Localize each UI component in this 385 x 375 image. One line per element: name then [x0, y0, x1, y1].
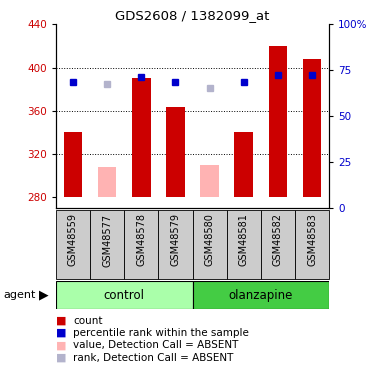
Text: ■: ■	[56, 316, 66, 326]
Bar	[132, 78, 151, 197]
Text: value, Detection Call = ABSENT: value, Detection Call = ABSENT	[73, 340, 239, 350]
Bar	[64, 132, 82, 197]
Bar	[98, 167, 117, 197]
Text: count: count	[73, 316, 103, 326]
Text: percentile rank within the sample: percentile rank within the sample	[73, 328, 249, 338]
Bar	[166, 106, 185, 197]
Text: GSM48579: GSM48579	[171, 213, 181, 267]
Text: ■: ■	[56, 340, 66, 350]
Bar	[90, 210, 124, 279]
Text: GSM48582: GSM48582	[273, 213, 283, 267]
Text: ▶: ▶	[39, 289, 49, 302]
Bar	[56, 210, 90, 279]
Text: control: control	[104, 289, 145, 302]
Text: olanzapine: olanzapine	[229, 289, 293, 302]
Text: GSM48577: GSM48577	[102, 213, 112, 267]
Bar	[295, 210, 329, 279]
Bar	[56, 281, 192, 309]
Text: GSM48578: GSM48578	[136, 213, 146, 267]
Bar	[268, 46, 287, 197]
Text: ■: ■	[56, 328, 66, 338]
Text: GSM48581: GSM48581	[239, 213, 249, 266]
Text: GDS2608 / 1382099_at: GDS2608 / 1382099_at	[116, 9, 270, 22]
Bar	[234, 132, 253, 197]
Text: GSM48580: GSM48580	[204, 213, 214, 266]
Bar	[192, 210, 227, 279]
Bar	[261, 210, 295, 279]
Text: agent: agent	[4, 290, 36, 300]
Bar	[192, 281, 329, 309]
Bar	[124, 210, 158, 279]
Bar	[303, 59, 321, 197]
Text: ■: ■	[56, 353, 66, 363]
Text: rank, Detection Call = ABSENT: rank, Detection Call = ABSENT	[73, 353, 234, 363]
Bar	[227, 210, 261, 279]
Bar	[200, 165, 219, 197]
Text: GSM48583: GSM48583	[307, 213, 317, 266]
Text: GSM48559: GSM48559	[68, 213, 78, 267]
Bar	[158, 210, 192, 279]
